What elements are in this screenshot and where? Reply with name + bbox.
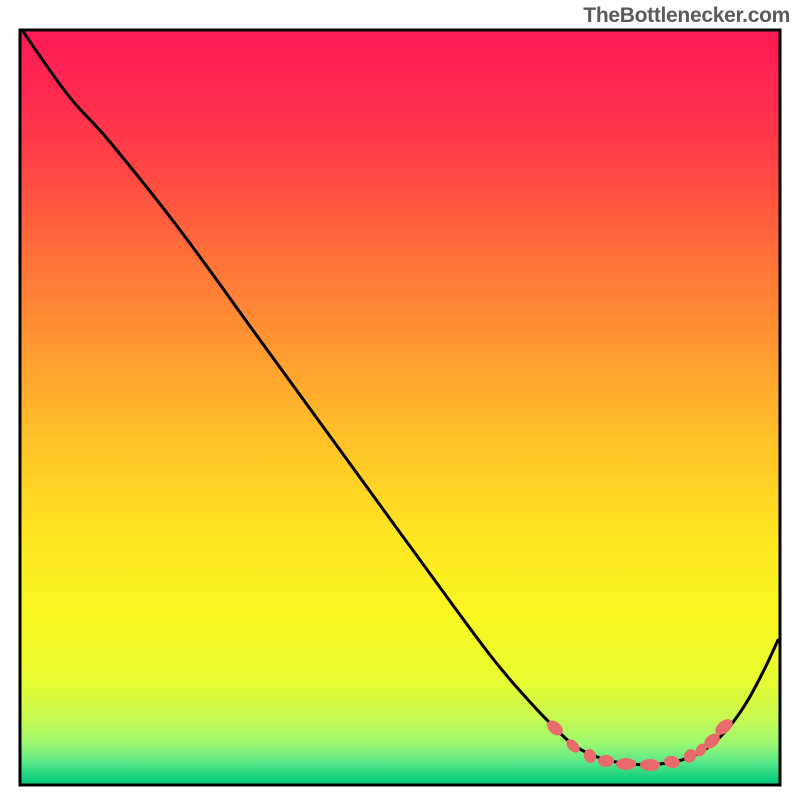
chart-container: TheBottlenecker.com xyxy=(0,0,800,800)
marker-dot xyxy=(598,755,614,767)
bottleneck-chart xyxy=(0,0,800,800)
marker-dot xyxy=(616,758,636,770)
gradient-background xyxy=(20,30,780,785)
marker-dot xyxy=(640,759,660,771)
